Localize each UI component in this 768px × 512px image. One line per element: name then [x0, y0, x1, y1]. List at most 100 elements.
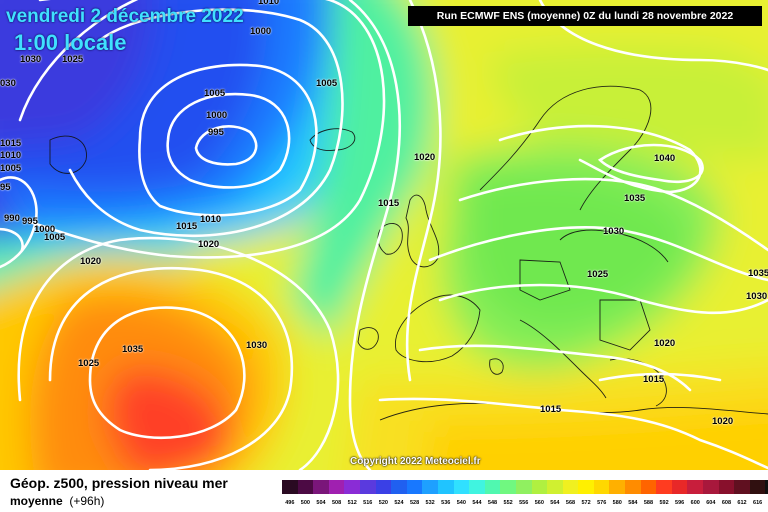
color-scale-label: 516	[363, 500, 373, 506]
isobar-label: 1040	[654, 153, 676, 164]
isobar-label: 1025	[587, 269, 609, 280]
color-scale-label: 544	[472, 500, 482, 506]
color-scale-label: 536	[441, 500, 451, 506]
color-scale-label: 592	[659, 500, 669, 506]
color-scale-label: 508	[331, 500, 342, 506]
isobar-label: 1005	[204, 88, 226, 99]
isobar-label: 1025	[78, 358, 100, 369]
color-scale-label: 596	[675, 500, 685, 506]
color-scale-label: 520	[378, 500, 388, 506]
isobar-label: 1010	[258, 0, 280, 7]
isobar-label: 1005	[0, 163, 22, 174]
isobar-label: 1030	[246, 340, 268, 351]
geopotential-field	[0, 0, 768, 470]
color-scale-label: 560	[534, 500, 544, 506]
color-scale-swatch	[344, 480, 360, 494]
color-scale-label: 528	[409, 500, 420, 506]
color-scale-label: 604	[706, 500, 716, 506]
subtitle-mean: moyenne	[10, 494, 63, 508]
copyright-text: Copyright 2022 Meteociel.fr	[350, 456, 481, 467]
forecast-map: vendredi 2 décembre 2022 1:00 locale Run…	[0, 0, 768, 470]
color-scale-label: 504	[316, 500, 326, 506]
color-scale-swatch	[593, 480, 610, 494]
subtitle-range: (+96h)	[69, 494, 105, 508]
isobar-label: 1030	[603, 226, 625, 237]
color-scale-swatch	[531, 480, 548, 494]
color-scale-label: 580	[612, 500, 622, 506]
color-scale-swatch	[313, 480, 329, 494]
isobar-label: 1015	[176, 221, 198, 232]
color-scale-swatch	[703, 480, 719, 494]
isobar-label: 1035	[624, 193, 646, 204]
color-scale-label: 584	[628, 500, 638, 506]
color-scale-swatch	[749, 480, 766, 494]
color-scale-label: 500	[300, 500, 310, 506]
color-scale-swatch	[453, 480, 470, 494]
color-scale-swatch	[656, 480, 672, 494]
isobar-label: 1025	[62, 54, 84, 65]
color-scale-swatch	[406, 480, 423, 494]
color-scale-swatch	[328, 480, 345, 494]
color-scale-swatch	[375, 480, 392, 494]
color-scale	[282, 480, 768, 494]
color-scale-label: 496	[285, 500, 295, 506]
color-scale-swatch	[422, 480, 438, 494]
caption-bar: Géop. z500, pression niveau mer moyenne …	[0, 470, 768, 512]
color-scale-swatch	[282, 480, 298, 494]
forecast-hour: 1:00 locale	[14, 30, 127, 55]
color-scale-swatch	[578, 480, 594, 494]
color-scale-swatch	[484, 480, 501, 494]
color-scale-swatch	[515, 480, 532, 494]
color-scale-label: 532	[425, 500, 435, 506]
color-scale-label: 524	[394, 500, 404, 506]
color-scale-swatch	[734, 480, 750, 494]
isobar-label: 1035	[122, 344, 144, 355]
color-scale-labels: 496 500 504 508 512 516 520 524 528 532 536 540 544 5…	[282, 500, 765, 506]
color-scale-label: 512	[347, 500, 357, 506]
isobar-label: 1000	[34, 224, 56, 235]
isobar-label: 990	[4, 213, 20, 224]
isobar-label: 1005	[316, 78, 338, 89]
color-scale-label: 588	[643, 500, 654, 506]
isobar-label: 1015	[643, 374, 665, 385]
color-scale-label: 608	[721, 500, 732, 506]
isobar-label: 1010	[0, 150, 22, 161]
isobar-label: 1020	[654, 338, 676, 349]
run-info: Run ECMWF ENS (moyenne) 0Z du lundi 28 n…	[408, 6, 762, 26]
color-scale-label: 552	[503, 500, 513, 506]
color-scale-label: 568	[565, 500, 576, 506]
isobar-label: 1020	[198, 239, 220, 250]
color-scale-swatch	[297, 480, 314, 494]
isobar-label: 1020	[712, 416, 734, 427]
color-scale-swatch	[609, 480, 626, 494]
color-scale-swatch	[500, 480, 516, 494]
color-scale-label: 616	[753, 500, 763, 506]
color-scale-swatch	[359, 480, 376, 494]
isobar-label: 1015	[540, 404, 562, 415]
isobar-label: 1000	[250, 26, 272, 37]
map-canvas	[0, 0, 768, 470]
color-scale-swatch	[718, 480, 735, 494]
color-scale-label: 612	[737, 500, 747, 506]
color-scale-label: 576	[597, 500, 607, 506]
color-scale-swatch	[391, 480, 407, 494]
color-scale-swatch	[562, 480, 579, 494]
isobar-label: 1020	[80, 256, 102, 267]
isobar-label: 030	[0, 78, 16, 89]
isobar-label: 1000	[206, 110, 228, 121]
color-scale-swatch	[640, 480, 657, 494]
color-scale-swatch	[765, 480, 768, 494]
color-scale-label: 600	[690, 500, 700, 506]
color-scale-swatch	[469, 480, 485, 494]
isobar-label: 1015	[378, 198, 400, 209]
isobars	[0, 0, 768, 470]
color-scale-swatch	[437, 480, 454, 494]
isobar-label: 95	[0, 182, 11, 193]
color-scale-swatch	[625, 480, 641, 494]
isobar-label: 1035	[748, 268, 768, 279]
isobar-label: 995	[208, 127, 224, 138]
color-scale-label: 572	[581, 500, 591, 506]
color-scale-swatch	[687, 480, 704, 494]
color-scale-label: 564	[550, 500, 560, 506]
isobar-label: 1010	[200, 214, 222, 225]
